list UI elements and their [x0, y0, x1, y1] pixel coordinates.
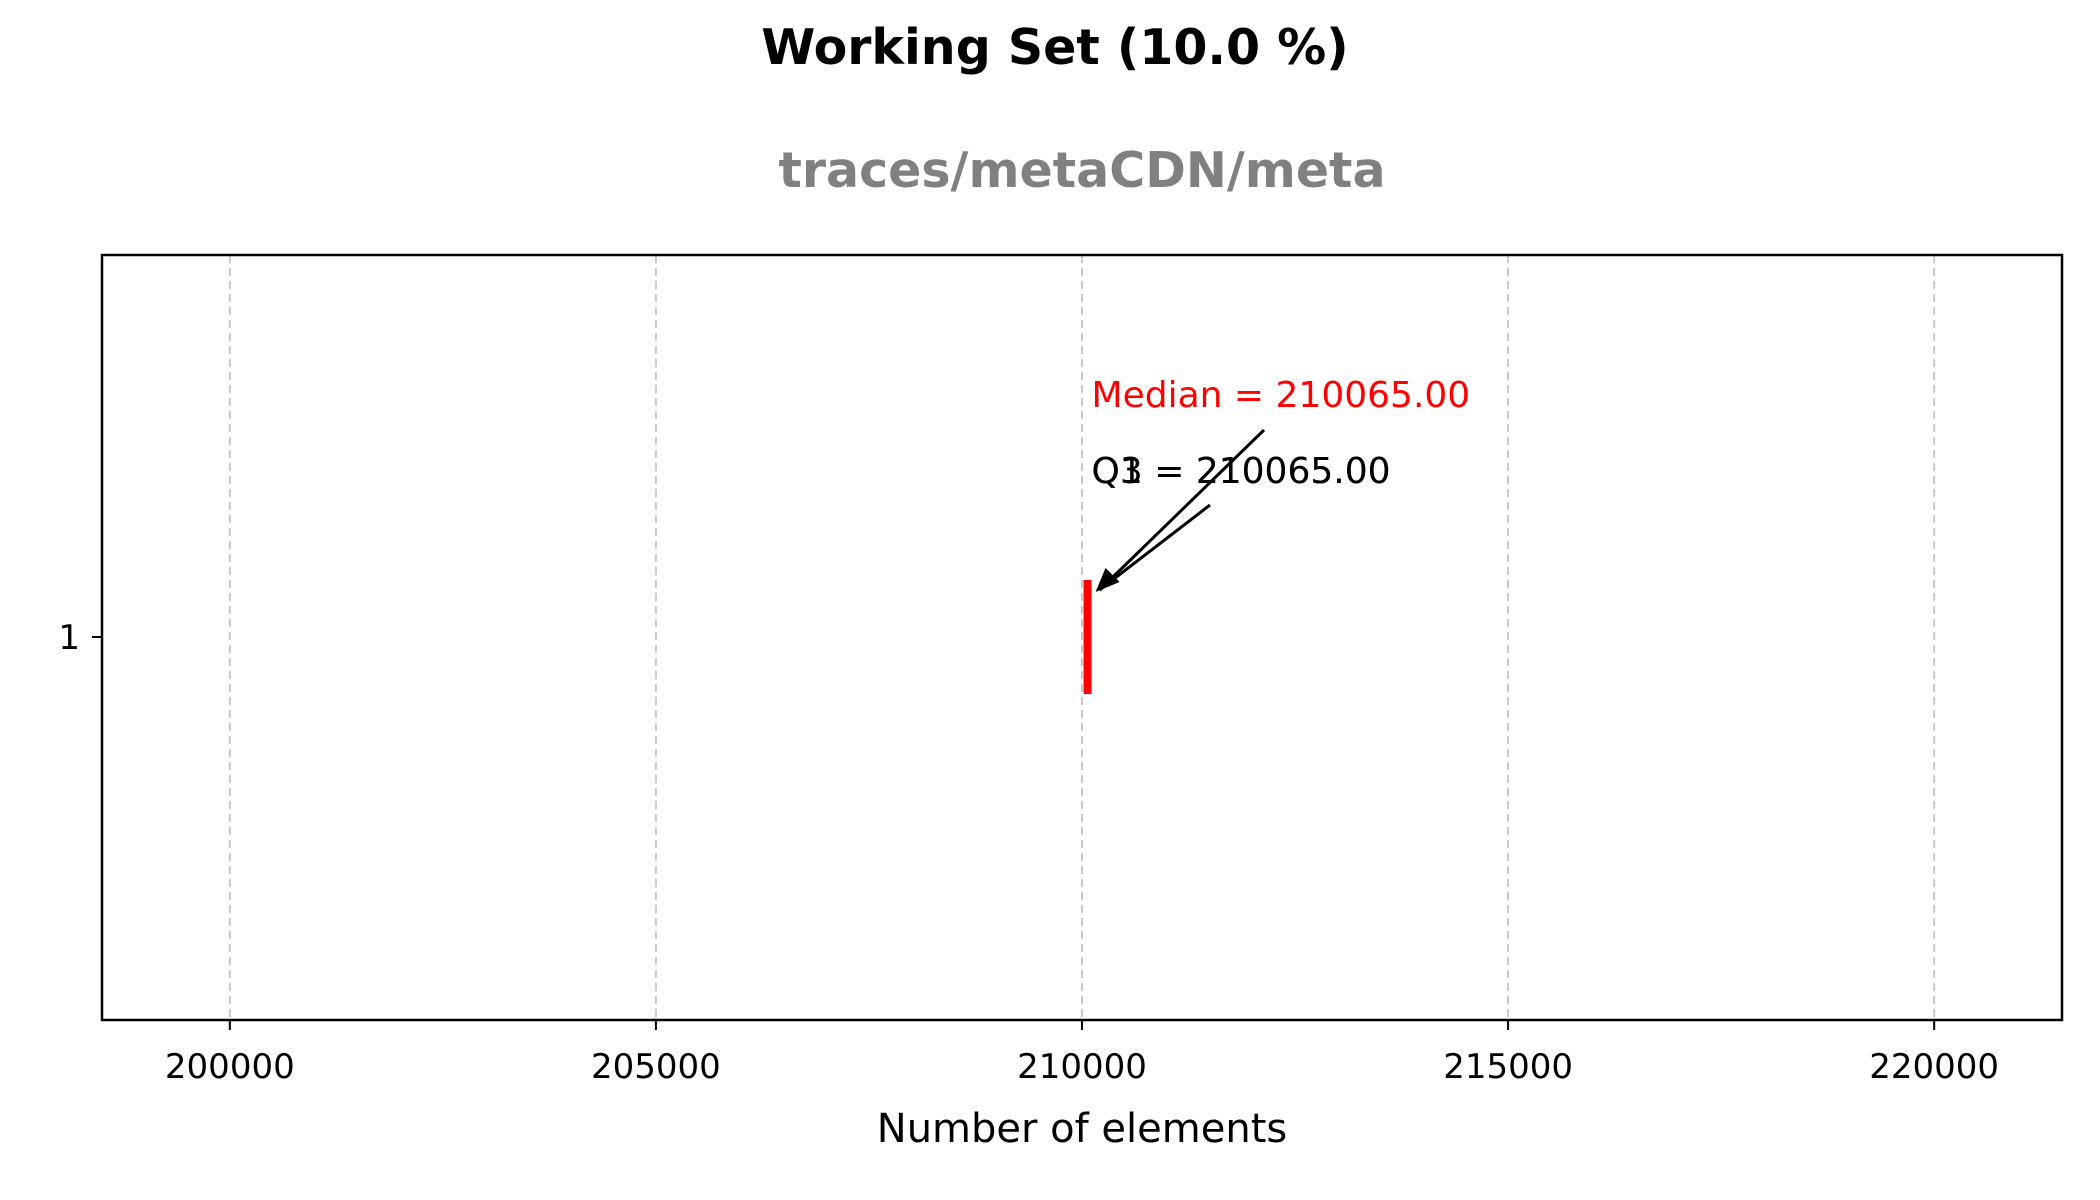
median-annotation: Median = 210065.00 — [1092, 375, 1471, 416]
x-tick-label: 200000 — [165, 1047, 295, 1087]
median-arrow — [1098, 428, 1266, 592]
chart-subtitle: traces/metaCDN/meta — [778, 142, 1385, 199]
grid-lines — [228, 255, 1936, 1020]
y-tick-label: 1 — [58, 618, 80, 658]
quartile-arrow — [1098, 503, 1211, 592]
x-tick-label: 215000 — [1443, 1047, 1573, 1087]
x-tick-label: 210000 — [1017, 1047, 1147, 1087]
x-axis-label: Number of elements — [877, 1106, 1287, 1152]
q3-annotation: Q3 = 210065.00 — [1092, 451, 1391, 492]
x-tick-label: 205000 — [591, 1047, 721, 1087]
chart-title: Working Set (10.0 %) — [761, 19, 1348, 76]
axis-ticks: 200000 205000 210000 215000 220000 1 — [58, 618, 1999, 1087]
x-tick-label: 220000 — [1869, 1047, 1999, 1087]
arrowhead — [1095, 568, 1120, 592]
q1-annotation: Q1 = 210065.00 — [1092, 451, 1391, 492]
